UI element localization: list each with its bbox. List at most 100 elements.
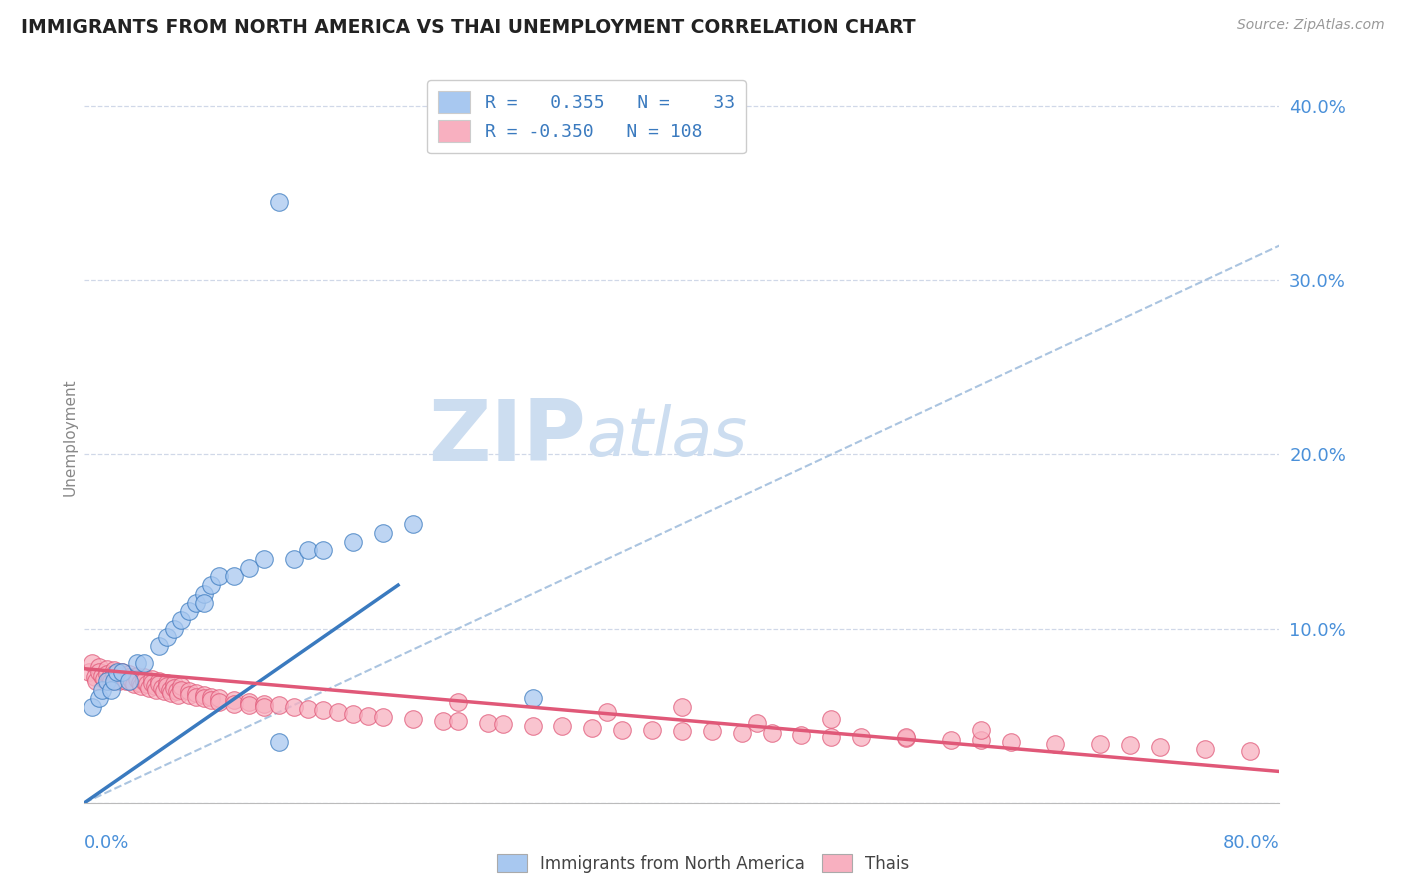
Point — [89, 691, 111, 706]
Point — [155, 679, 177, 693]
Point — [373, 710, 395, 724]
Point — [208, 695, 231, 709]
Point — [357, 708, 380, 723]
Point — [283, 700, 305, 714]
Point — [238, 560, 260, 574]
Point — [170, 682, 193, 697]
Point — [200, 578, 222, 592]
Point — [1194, 741, 1216, 756]
Point — [477, 715, 499, 730]
Point — [328, 705, 350, 719]
Point — [193, 691, 215, 706]
Point — [342, 534, 364, 549]
Point — [312, 543, 335, 558]
Point — [1045, 737, 1067, 751]
Text: ZIP: ZIP — [429, 395, 586, 479]
Point — [138, 681, 160, 695]
Point — [671, 724, 693, 739]
Point — [447, 695, 470, 709]
Point — [671, 700, 693, 714]
Point — [121, 673, 143, 688]
Point — [93, 672, 115, 686]
Point — [894, 731, 917, 746]
Point — [267, 194, 290, 209]
Text: Source: ZipAtlas.com: Source: ZipAtlas.com — [1237, 18, 1385, 32]
Point — [1090, 737, 1112, 751]
Point — [118, 670, 141, 684]
Point — [581, 721, 603, 735]
Point — [163, 681, 186, 695]
Point — [939, 733, 962, 747]
Point — [111, 665, 134, 680]
Point — [745, 715, 768, 730]
Point — [91, 682, 114, 697]
Point — [894, 730, 917, 744]
Point — [111, 665, 134, 680]
Point — [790, 728, 813, 742]
Point — [103, 673, 125, 688]
Point — [1000, 735, 1022, 749]
Point — [115, 673, 138, 688]
Point — [492, 717, 515, 731]
Point — [77, 665, 100, 680]
Point — [96, 662, 118, 676]
Point — [163, 677, 186, 691]
Point — [193, 688, 215, 702]
Point — [238, 695, 260, 709]
Point — [1239, 743, 1261, 757]
Point — [141, 672, 163, 686]
Text: 80.0%: 80.0% — [1223, 834, 1279, 852]
Point — [1119, 739, 1142, 753]
Point — [118, 673, 141, 688]
Point — [125, 668, 148, 682]
Point — [596, 705, 619, 719]
Point — [155, 675, 177, 690]
Point — [148, 673, 170, 688]
Point — [163, 622, 186, 636]
Point — [159, 682, 181, 697]
Point — [145, 682, 167, 697]
Point — [970, 723, 993, 737]
Point — [970, 733, 993, 747]
Point — [731, 726, 754, 740]
Point — [105, 670, 128, 684]
Point — [222, 697, 245, 711]
Point — [143, 679, 166, 693]
Point — [402, 517, 425, 532]
Point — [851, 730, 873, 744]
Point — [136, 677, 159, 691]
Point — [125, 672, 148, 686]
Point — [820, 730, 842, 744]
Point — [820, 712, 842, 726]
Point — [253, 552, 276, 566]
Point — [641, 723, 664, 737]
Point — [193, 595, 215, 609]
Point — [132, 657, 156, 671]
Point — [342, 706, 364, 721]
Point — [118, 667, 141, 681]
Point — [83, 670, 105, 684]
Point — [208, 691, 231, 706]
Point — [96, 667, 118, 681]
Point — [100, 682, 122, 697]
Point — [122, 677, 145, 691]
Point — [100, 673, 122, 688]
Point — [551, 719, 574, 733]
Point — [186, 595, 208, 609]
Point — [141, 675, 163, 690]
Text: 0.0%: 0.0% — [84, 834, 129, 852]
Point — [177, 604, 200, 618]
Point — [186, 690, 208, 704]
Point — [238, 698, 260, 713]
Point — [267, 735, 290, 749]
Point — [148, 677, 170, 691]
Point — [200, 690, 222, 704]
Point — [522, 719, 544, 733]
Point — [114, 672, 136, 686]
Point — [402, 712, 425, 726]
Point — [152, 684, 174, 698]
Legend: Immigrants from North America, Thais: Immigrants from North America, Thais — [491, 847, 915, 880]
Point — [167, 688, 190, 702]
Point — [612, 723, 634, 737]
Point — [132, 670, 156, 684]
